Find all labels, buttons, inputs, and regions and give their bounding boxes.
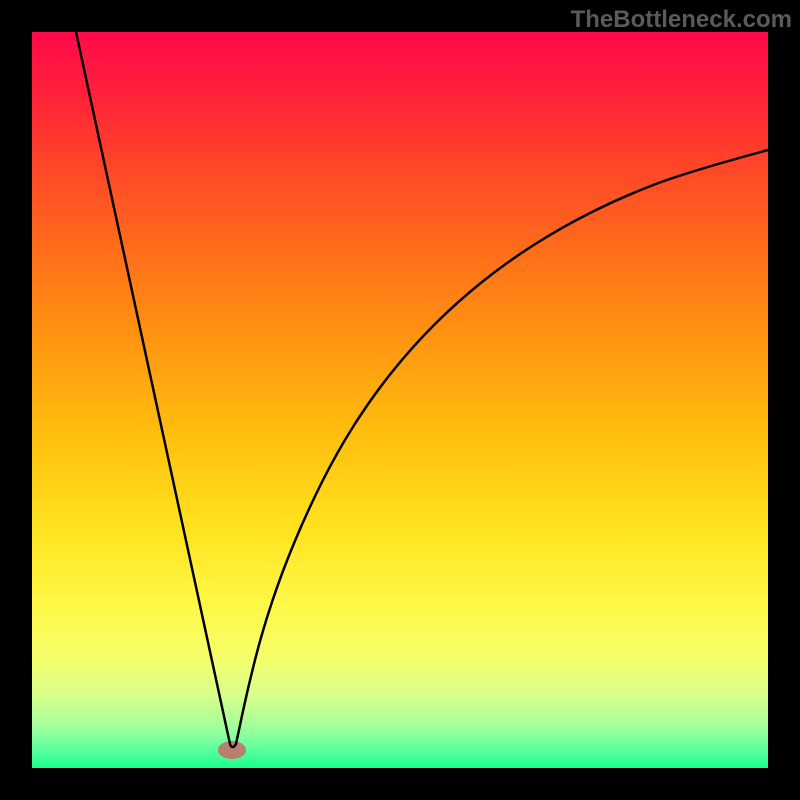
curve-layer: [32, 32, 768, 768]
valley-marker: [218, 741, 246, 759]
chart-container: TheBottleneck.com: [0, 0, 800, 800]
watermark-text: TheBottleneck.com: [571, 6, 792, 34]
plot-area: [32, 32, 768, 768]
bottleneck-curve: [76, 32, 768, 747]
